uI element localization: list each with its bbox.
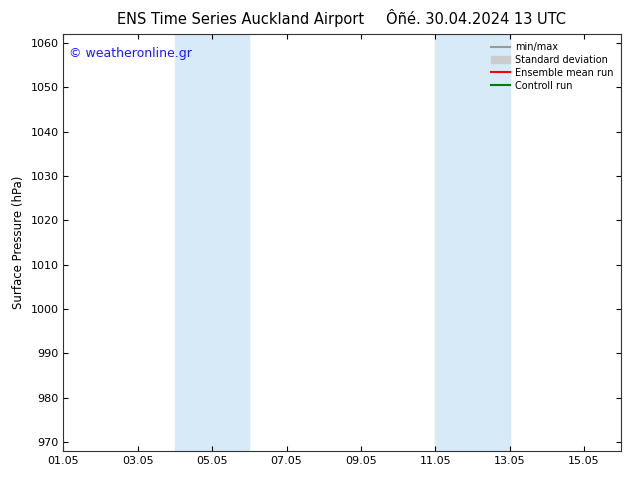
Bar bbox=[436, 34, 510, 451]
Bar bbox=[175, 34, 249, 451]
Legend: min/max, Standard deviation, Ensemble mean run, Controll run: min/max, Standard deviation, Ensemble me… bbox=[488, 39, 616, 94]
Y-axis label: Surface Pressure (hPa): Surface Pressure (hPa) bbox=[12, 176, 25, 309]
Text: ENS Time Series Auckland Airport: ENS Time Series Auckland Airport bbox=[117, 12, 365, 27]
Text: © weatheronline.gr: © weatheronline.gr bbox=[69, 47, 192, 60]
Text: Ôñé. 30.04.2024 13 UTC: Ôñé. 30.04.2024 13 UTC bbox=[385, 12, 566, 27]
